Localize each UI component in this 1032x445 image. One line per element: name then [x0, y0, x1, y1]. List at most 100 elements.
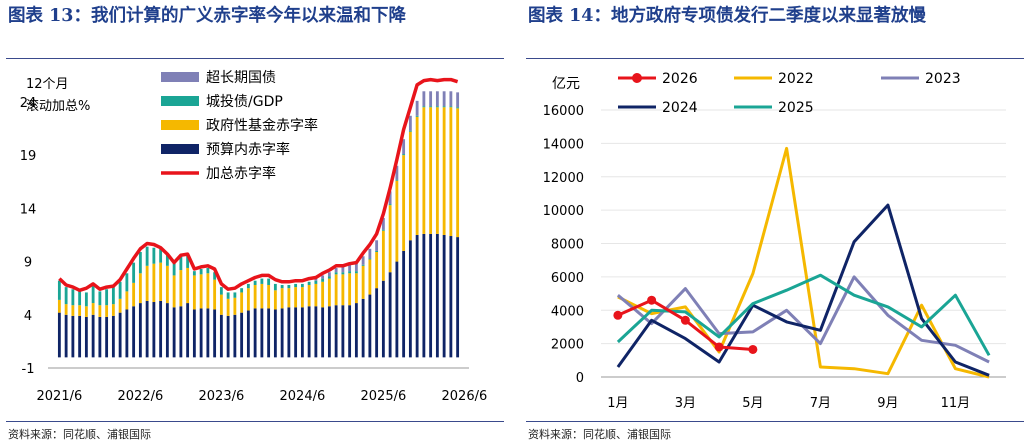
y-tick-label: 14000 — [543, 137, 584, 152]
legend-label: 预算内赤字率 — [206, 141, 290, 158]
bar-segment-fund — [246, 288, 250, 311]
bar-segment-lgfv — [240, 288, 244, 293]
line-chart: 0 2000 4000 6000 8000 10000 12000 14000 16000 亿元 1… — [543, 71, 1006, 411]
bar-segment-fund — [388, 205, 392, 273]
bar-segment-lgfv — [388, 204, 392, 206]
bar-segment-fund — [429, 107, 433, 234]
bar-segment-ultra — [334, 267, 338, 273]
bar-segment-lgfv — [64, 287, 68, 305]
bar-segment-budget — [435, 233, 439, 358]
bar-segment-fund — [226, 298, 230, 316]
legend-label: 2024 — [662, 100, 698, 116]
x-tick-label: 2023/6 — [199, 389, 245, 404]
bar-segment-ultra — [368, 248, 372, 259]
bar-segment-fund — [442, 107, 446, 235]
bar-segment-budget — [375, 288, 379, 358]
bar-segment-fund — [253, 284, 257, 309]
bar-segment-fund — [233, 297, 237, 315]
bar-segment-budget — [449, 236, 453, 358]
series-line-total — [58, 77, 459, 293]
bar-segment-lgfv — [341, 272, 345, 275]
bar-segment-budget — [334, 305, 338, 358]
bar-segment-budget — [456, 237, 460, 358]
y-unit-label: 亿元 — [552, 76, 580, 92]
bar-segment-fund — [71, 305, 75, 316]
bar-segment-fund — [105, 305, 109, 317]
bar-segment-budget — [442, 234, 446, 358]
figure-label: 图表 14： — [528, 6, 611, 26]
bar-segment-budget — [179, 306, 183, 358]
bar-segment-fund — [368, 259, 372, 295]
series-line-2022 — [617, 146, 990, 379]
bar-segment-fund — [381, 230, 385, 281]
bar-segment-budget — [64, 314, 68, 358]
figure-title-text: 我们计算的广义赤字率今年以来温和下降 — [90, 6, 406, 26]
figure-title-text: 地方政府专项债发行二季度以来显著放慢 — [610, 6, 926, 26]
bar-segment-lgfv — [145, 246, 149, 266]
bar-segment-lgfv — [307, 281, 311, 285]
bar-segment-fund — [199, 274, 203, 309]
bar-segment-fund — [408, 131, 412, 241]
bar-segment-budget — [260, 308, 264, 358]
bar-segment-ultra — [442, 91, 446, 107]
bar-segment-ultra — [321, 275, 325, 279]
bar-segment-budget — [327, 306, 331, 358]
bar-segment-fund — [422, 107, 426, 234]
bar-segment-budget — [422, 233, 426, 358]
bar-segment-budget — [294, 307, 298, 358]
bar-segment-lgfv — [361, 264, 365, 266]
source-note: 资料来源：同花顺、浦银国际 — [528, 428, 671, 441]
data-point-2026 — [714, 342, 724, 352]
bar-segment-fund — [402, 155, 406, 251]
bar-segment-fund — [206, 273, 210, 309]
bar-segment-budget — [91, 314, 95, 358]
title-rule — [6, 58, 504, 59]
bar-segment-lgfv — [233, 292, 237, 298]
bar-segment-budget — [159, 300, 163, 358]
bar-segment-lgfv — [105, 289, 109, 306]
x-tick-label: 2022/6 — [118, 389, 164, 404]
y-tick-label: 24 — [20, 96, 37, 111]
bar-segment-budget — [300, 307, 304, 358]
bar-segment-budget — [354, 303, 358, 358]
legend-swatch-budget — [161, 144, 199, 154]
source-note: 资料来源：同花顺、浦银国际 — [8, 428, 151, 441]
bar-segment-lgfv — [206, 267, 210, 274]
chart-title: 图表 13：我们计算的广义赤字率今年以来温和下降 — [8, 4, 502, 28]
bar-segment-budget — [111, 315, 115, 358]
bar-segment-budget — [206, 308, 210, 358]
bar-segment-budget — [186, 303, 190, 358]
x-tick-label: 1月 — [607, 396, 628, 411]
bar-segment-lgfv — [267, 278, 271, 285]
footer-rule — [526, 421, 1024, 422]
bar-segment-fund — [98, 305, 102, 317]
y-tick-label: 4 — [24, 309, 32, 324]
bar-segment-fund — [287, 288, 291, 308]
bar-segment-fund — [334, 274, 338, 306]
bar-segment-ultra — [435, 91, 439, 107]
bar-segment-fund — [449, 107, 453, 237]
bar-segment-lgfv — [354, 271, 358, 274]
bar-segment-ultra — [341, 266, 345, 273]
bar-segment-lgfv — [192, 271, 196, 276]
chart-panel-left: 图表 13：我们计算的广义赤字率今年以来温和下降 -1 4 9 14 19 24 12个月滚… — [6, 0, 506, 445]
bar-segment-lgfv — [246, 283, 250, 289]
bar-segment-fund — [57, 299, 61, 313]
bar-segment-lgfv — [125, 273, 129, 292]
bar-segment-lgfv — [152, 247, 156, 264]
bar-segment-budget — [219, 314, 223, 358]
series-line-2025 — [616, 273, 991, 357]
bar-segment-lgfv — [132, 262, 136, 283]
bar-segment-fund — [327, 278, 331, 307]
bar-segment-fund — [294, 287, 298, 308]
bar-segment-budget — [125, 309, 129, 358]
bar-segment-ultra — [402, 139, 406, 155]
bar-segment-lgfv — [71, 289, 75, 306]
bar-segment-fund — [361, 265, 365, 299]
x-tick-label: 11月 — [941, 396, 971, 411]
bar-segment-ultra — [449, 91, 453, 107]
bar-segment-ultra — [381, 217, 385, 230]
bar-segment-lgfv — [260, 278, 264, 284]
bar-segment-fund — [145, 265, 149, 301]
